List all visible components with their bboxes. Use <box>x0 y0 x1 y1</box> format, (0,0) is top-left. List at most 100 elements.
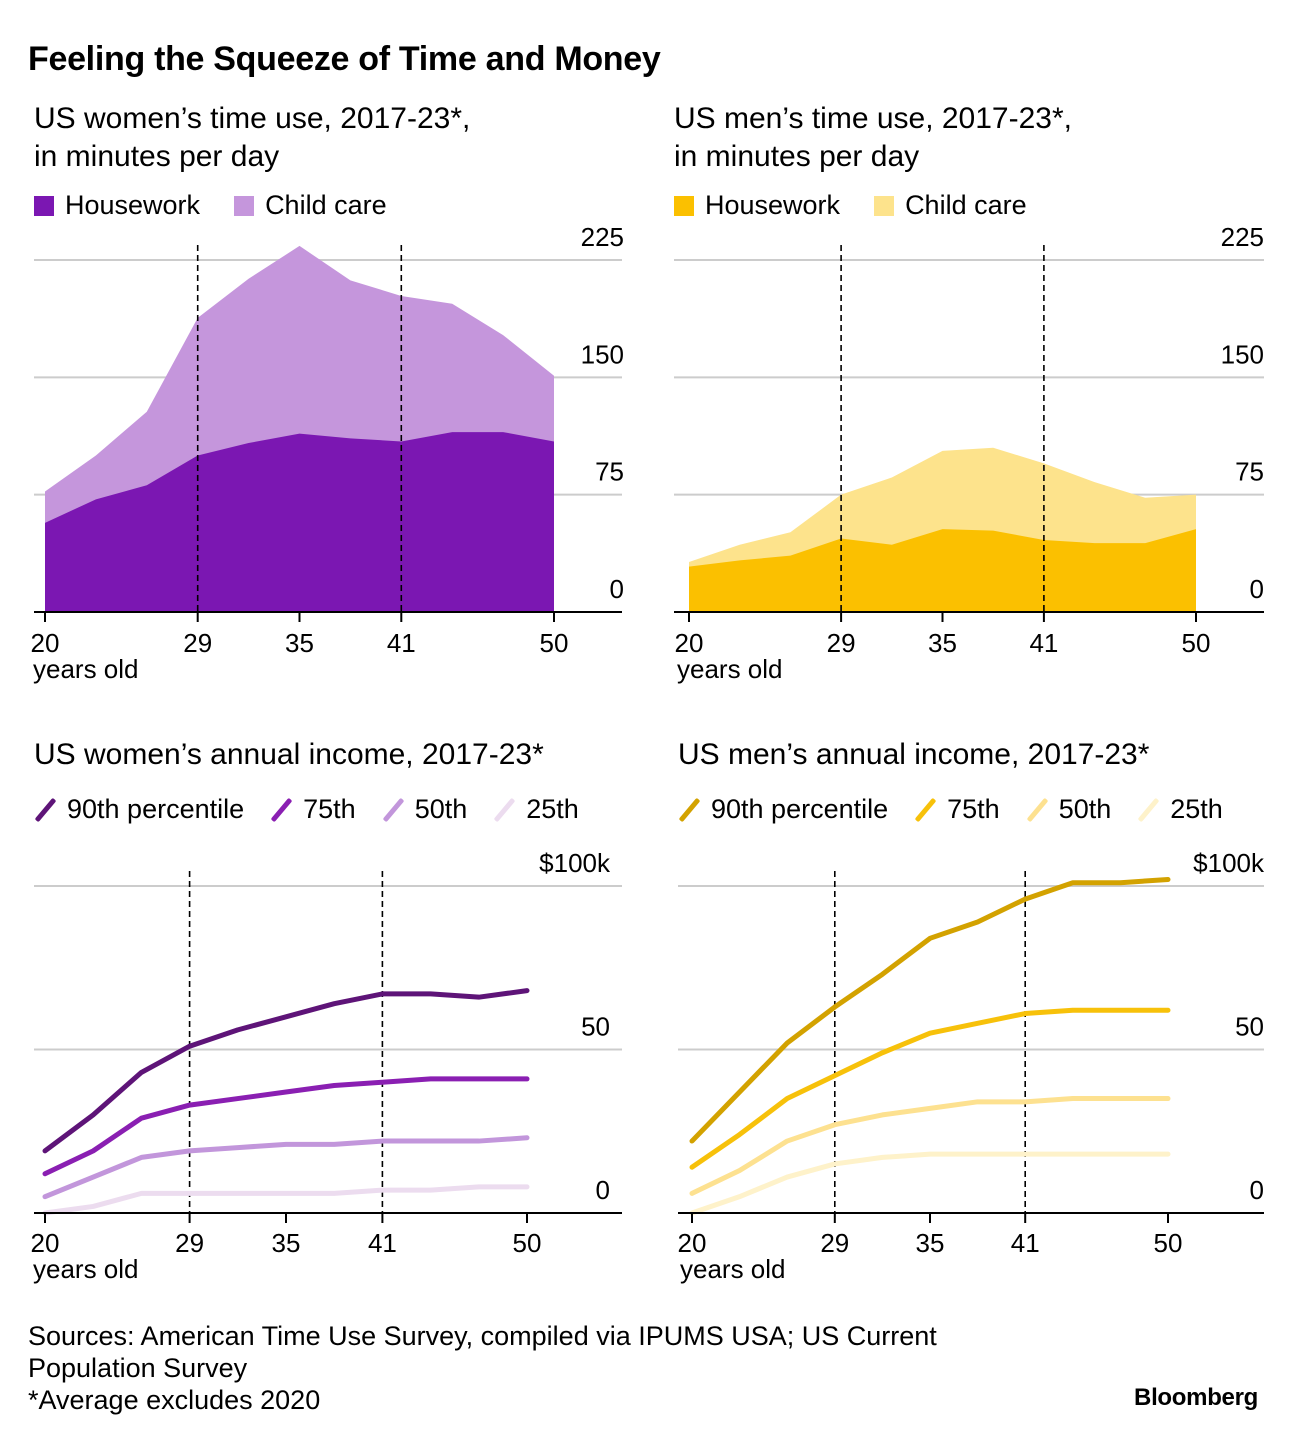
panel-title-line1: US men’s annual income, 2017-23* <box>678 738 1150 771</box>
legend-item-p90: 90th percentile <box>678 794 888 825</box>
legend-label: 50th <box>414 794 468 824</box>
legend-item-p90: 90th percentile <box>34 794 244 825</box>
x-tick-label: 41 <box>368 1228 397 1258</box>
x-tick-label: 50 <box>1154 1228 1183 1258</box>
y-tick-label: 150 <box>1221 339 1264 369</box>
legend-item-childcare: Child care <box>874 190 1027 221</box>
x-tick-label: 50 <box>1182 628 1211 658</box>
x-tick-label: 29 <box>183 628 212 658</box>
x-tick-label: 29 <box>827 628 856 658</box>
legend-item-p25: 25th <box>493 794 579 825</box>
series-line-90th <box>689 876 1171 1144</box>
panel-title: US men’s annual income, 2017-23* <box>678 736 1149 774</box>
x-axis-label: years old <box>677 654 783 684</box>
legend-label: 90th percentile <box>67 794 245 824</box>
y-tick-label: 150 <box>581 339 624 369</box>
series-line-75th <box>42 1076 530 1177</box>
legend-label: Housework <box>705 190 841 220</box>
y-tick-label: 0 <box>1250 1175 1264 1205</box>
y-tick-label: 75 <box>1235 457 1264 487</box>
x-tick-label: 20 <box>678 1228 707 1258</box>
main-title: Feeling the Squeeze of Time and Money <box>28 40 661 78</box>
footer: Sources: American Time Use Survey, compi… <box>28 1320 937 1416</box>
legend-item-childcare: Child care <box>234 190 387 221</box>
x-tick-label: 41 <box>1029 628 1058 658</box>
chart-men-income: $100k 50 0 20 29 35 41 50 years old <box>678 848 1265 1284</box>
legend: 90th percentile 75th 50th 25th <box>34 794 579 825</box>
x-tick-label: 41 <box>1011 1228 1040 1258</box>
panel-title: US women’s time use, 2017-23*, in minute… <box>34 100 470 176</box>
x-tick-label: 41 <box>387 628 416 658</box>
panel-title-line2: in minutes per day <box>34 140 280 173</box>
legend: Housework Child care <box>34 190 387 221</box>
y-tick-label: 0 <box>1250 574 1264 604</box>
x-tick-label: 20 <box>31 628 60 658</box>
x-tick-label: 20 <box>675 628 704 658</box>
legend-swatch <box>234 195 255 216</box>
x-tick-label: 35 <box>916 1228 945 1258</box>
panel-title-line1: US women’s time use, 2017-23*, <box>34 102 471 135</box>
legend-item-p50: 50th <box>1026 794 1112 825</box>
legend-swatch <box>34 195 54 216</box>
series-line-50th <box>689 1096 1171 1196</box>
brand-logo: Bloomberg <box>1134 1384 1258 1411</box>
area-housework <box>45 432 554 612</box>
x-tick-label: 50 <box>513 1228 542 1258</box>
legend: 90th percentile 75th 50th 25th <box>678 794 1223 825</box>
area-housework <box>689 529 1196 612</box>
y-tick-label: $100k <box>539 848 611 878</box>
y-tick-label: 225 <box>581 222 624 252</box>
source-line-2: Population Survey <box>28 1353 248 1383</box>
footnote: *Average excludes 2020 <box>28 1385 321 1415</box>
legend-label: Child care <box>905 190 1027 220</box>
y-tick-label: 50 <box>581 1012 610 1042</box>
legend: Housework Child care <box>674 190 1027 221</box>
legend-item-housework: Housework <box>674 190 840 221</box>
chart-women-time: 225 150 75 0 20 29 35 41 50 years old <box>31 222 624 684</box>
series-line-50th <box>42 1135 530 1200</box>
y-tick-label: $100k <box>1193 848 1265 878</box>
panel-title: US men’s time use, 2017-23*, in minutes … <box>674 100 1072 176</box>
x-tick-label: 50 <box>540 628 569 658</box>
x-tick-label: 20 <box>31 1228 60 1258</box>
legend-label: 25th <box>1170 794 1223 824</box>
source-line-1: Sources: American Time Use Survey, compi… <box>28 1321 937 1351</box>
y-tick-label: 50 <box>1235 1012 1264 1042</box>
panel-title-line1: US men’s time use, 2017-23*, <box>674 102 1072 135</box>
legend-label: 50th <box>1058 794 1112 824</box>
x-tick-label: 35 <box>285 628 314 658</box>
y-tick-label: 225 <box>1221 222 1264 252</box>
y-tick-label: 0 <box>610 574 624 604</box>
legend-label: Housework <box>65 190 201 220</box>
legend-swatch <box>674 195 694 216</box>
panel-title: US women’s annual income, 2017-23* <box>34 736 544 774</box>
legend-item-p75: 75th <box>914 794 1000 825</box>
legend-item-p75: 75th <box>270 794 356 825</box>
legend-label: Child care <box>265 190 387 220</box>
legend-swatch <box>874 195 895 216</box>
x-tick-label: 35 <box>272 1228 301 1258</box>
series-line-25th <box>42 1184 530 1216</box>
y-tick-label: 75 <box>595 457 624 487</box>
legend-item-p50: 50th <box>382 794 468 825</box>
legend-label: 75th <box>303 794 356 824</box>
chart-women-income: $100k 50 0 20 29 35 41 50 years old <box>31 848 622 1284</box>
chart-men-time: 225 150 75 0 20 29 35 41 50 years old <box>674 222 1264 684</box>
x-axis-label: years old <box>33 654 139 684</box>
legend-item-housework: Housework <box>34 190 200 221</box>
legend-label: 75th <box>947 794 1000 824</box>
series-line-75th <box>689 1007 1171 1170</box>
y-tick-label: 0 <box>596 1175 610 1205</box>
legend-item-p25: 25th <box>1137 794 1223 825</box>
series-line-25th <box>689 1151 1171 1216</box>
legend-label: 90th percentile <box>711 794 889 824</box>
panel-title-line1: US women’s annual income, 2017-23* <box>34 738 544 771</box>
x-tick-label: 35 <box>928 628 957 658</box>
x-axis-label: years old <box>33 1254 139 1284</box>
legend-label: 25th <box>526 794 579 824</box>
panel-title-line2: in minutes per day <box>674 140 920 173</box>
series-line-90th <box>42 988 530 1154</box>
x-tick-label: 29 <box>175 1228 204 1258</box>
x-axis-label: years old <box>680 1254 786 1284</box>
x-tick-label: 29 <box>820 1228 849 1258</box>
